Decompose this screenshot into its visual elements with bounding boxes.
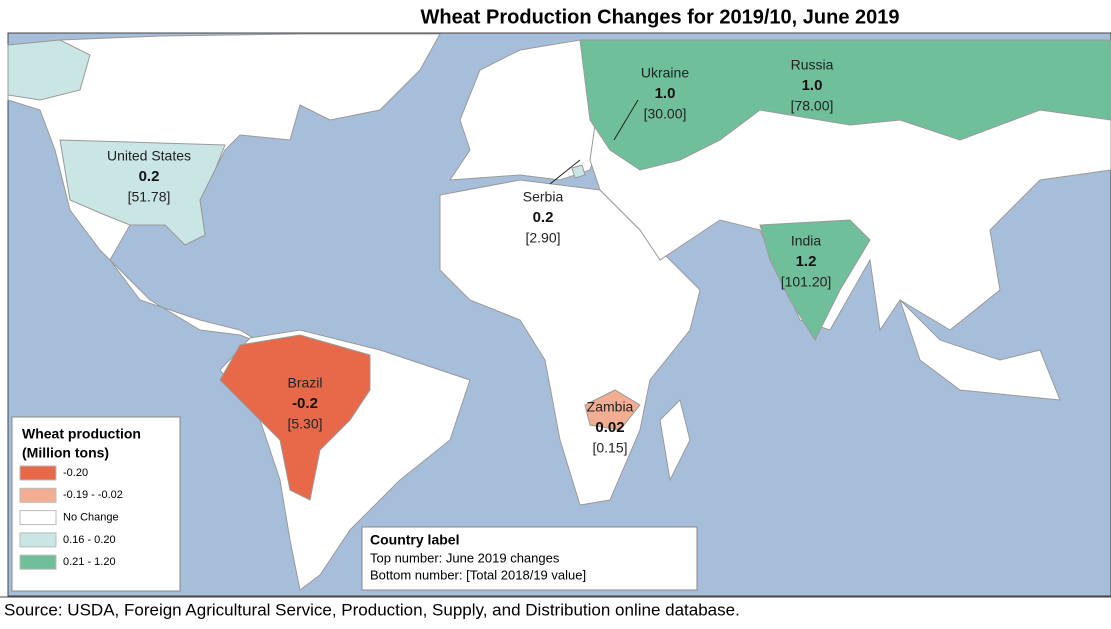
legend-label: -0.19 - -0.02 (63, 489, 123, 501)
country-labels: United States 0.2 [51.78] Ukraine 1.0 [30.00]… (107, 57, 834, 456)
country-name: Serbia (523, 189, 564, 205)
country-total: [101.20] (781, 274, 832, 290)
country-total: [2.90] (525, 230, 560, 246)
note-title: Country label (370, 532, 459, 548)
landmasses (7, 33, 1111, 591)
legend-label: 0.16 - 0.20 (63, 534, 116, 546)
note-line: Bottom number: [Total 2018/19 value] (370, 567, 586, 582)
country-total: [78.00] (791, 98, 834, 114)
serbia-leader (549, 159, 581, 185)
country-change: 1.2 (796, 253, 817, 270)
legend-swatch (19, 487, 57, 503)
legend-label: No Change (63, 512, 119, 524)
legend-title: Wheat production (22, 426, 141, 442)
country-name: Zambia (587, 399, 634, 415)
country-total: [51.78] (128, 189, 171, 205)
country-change: 0.2 (139, 168, 160, 185)
country-change: 1.0 (655, 85, 676, 102)
country-change: 0.02 (595, 419, 624, 436)
country-total: [30.00] (644, 106, 687, 122)
legend-label: 0.21 - 1.20 (63, 556, 116, 568)
legend-swatch (19, 554, 57, 570)
country-name: India (791, 233, 822, 249)
ukraine-leader (613, 99, 639, 141)
legend-label: -0.20 (63, 467, 88, 479)
legend-swatch (19, 465, 57, 481)
leader-lines (549, 99, 639, 185)
country-change: 0.2 (533, 209, 554, 226)
country-name: Russia (791, 57, 834, 73)
title: Wheat Production Changes for 2019/10, Ju… (420, 6, 899, 28)
country-total: [0.15] (592, 440, 627, 456)
legend-title: (Million tons) (22, 445, 109, 461)
legend-swatch (19, 532, 57, 548)
note-box (361, 526, 698, 591)
country-change: -0.2 (292, 395, 318, 412)
country-name: United States (107, 148, 191, 164)
legend-items: -0.20 -0.19 - -0.02 No Change 0.16 - 0.20 0.… (19, 465, 123, 570)
legend-swatch (19, 510, 57, 526)
note-line: Top number: June 2019 changes (370, 550, 560, 565)
country-change: 1.0 (802, 77, 823, 94)
country-name: Brazil (287, 375, 322, 391)
source: Source: USDA, Foreign Agricultural Servi… (4, 600, 740, 619)
country-total: [5.30] (287, 416, 322, 432)
country-name: Ukraine (641, 65, 689, 81)
